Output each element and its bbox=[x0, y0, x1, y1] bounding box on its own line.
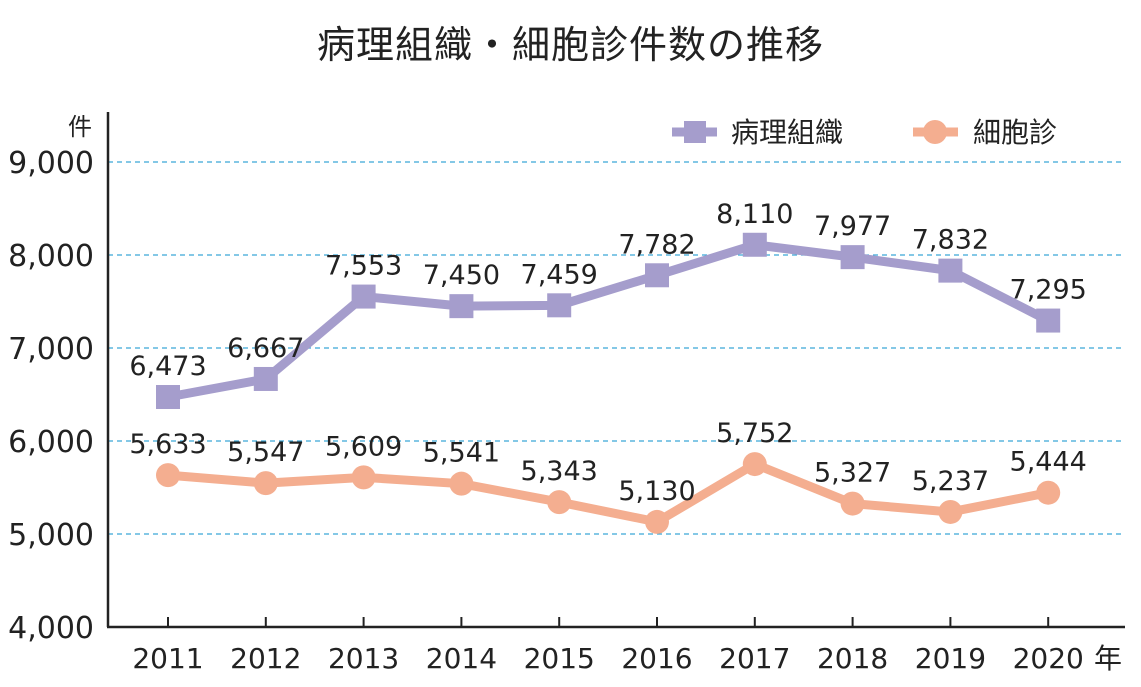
y-tick-label: 5,000 bbox=[8, 518, 94, 553]
data-value-label: 7,977 bbox=[814, 211, 891, 242]
x-tick-label: 2017 bbox=[719, 642, 790, 675]
data-point-marker bbox=[449, 294, 474, 319]
data-point-marker bbox=[840, 245, 865, 270]
tick-layer: 4,000 5,000 6,000 7,000 8,000 9,000 2011 2012 20… bbox=[8, 146, 1084, 675]
data-point-marker bbox=[156, 385, 180, 410]
x-tick-label: 2014 bbox=[426, 642, 497, 675]
data-point-marker bbox=[1036, 308, 1061, 333]
data-value-label: 5,327 bbox=[814, 458, 891, 489]
legend-swatch-marker-cytology bbox=[923, 120, 947, 144]
chart-title: 病理組織・細胞診件数の推移 bbox=[316, 23, 824, 67]
legend: 病理組織 細胞診 bbox=[672, 116, 1057, 149]
y-tick-label: 8,000 bbox=[8, 239, 94, 274]
y-tick-label: 7,000 bbox=[8, 332, 94, 367]
series-line-1 bbox=[163, 459, 1053, 527]
data-value-label: 7,553 bbox=[325, 251, 402, 282]
data-value-label: 7,782 bbox=[618, 229, 695, 260]
legend-label-pathology: 病理組織 bbox=[731, 116, 843, 149]
data-value-label: 5,541 bbox=[423, 438, 500, 469]
data-point-marker bbox=[742, 232, 767, 257]
axis-layer: 件 年 bbox=[68, 112, 1125, 675]
data-point-marker bbox=[840, 491, 865, 516]
data-value-label: 5,237 bbox=[912, 466, 989, 497]
data-point-marker bbox=[645, 509, 669, 534]
data-value-label: 5,547 bbox=[227, 437, 304, 468]
data-value-label: 8,110 bbox=[716, 199, 793, 230]
x-tick-label: 2019 bbox=[915, 642, 986, 675]
data-value-label: 5,343 bbox=[521, 456, 598, 487]
y-tick-label: 9,000 bbox=[8, 146, 94, 181]
data-value-label: 5,444 bbox=[1010, 447, 1087, 478]
x-tick-label: 2020 bbox=[1013, 642, 1084, 675]
data-point-marker bbox=[1036, 480, 1061, 505]
data-point-marker bbox=[547, 490, 572, 515]
x-axis-unit-label: 年 bbox=[1094, 642, 1122, 675]
data-point-marker bbox=[351, 465, 376, 490]
data-value-label: 5,609 bbox=[325, 431, 402, 462]
x-tick-label: 2012 bbox=[230, 642, 301, 675]
x-tick-label: 2013 bbox=[328, 642, 399, 675]
legend-label-cytology: 細胞診 bbox=[973, 116, 1057, 149]
grid-layer bbox=[108, 161, 1125, 535]
data-point-marker bbox=[547, 293, 572, 318]
y-tick-label: 6,000 bbox=[8, 425, 94, 460]
data-point-marker bbox=[938, 499, 963, 524]
data-point-marker bbox=[351, 284, 376, 309]
y-axis-unit-label: 件 bbox=[68, 113, 92, 141]
x-tick-label: 2018 bbox=[817, 642, 888, 675]
data-point-marker bbox=[938, 258, 963, 283]
data-value-label: 5,633 bbox=[129, 429, 206, 460]
data-point-marker bbox=[449, 471, 474, 496]
data-value-label: 5,752 bbox=[716, 418, 793, 449]
x-tick-label: 2011 bbox=[132, 642, 203, 675]
data-value-label: 6,667 bbox=[227, 333, 304, 364]
x-tick-label: 2015 bbox=[524, 642, 595, 675]
data-point-marker bbox=[742, 452, 767, 477]
data-point-marker bbox=[645, 263, 669, 288]
y-tick-label: 4,000 bbox=[8, 611, 94, 646]
data-point-marker bbox=[253, 471, 278, 496]
data-point-marker bbox=[156, 463, 180, 488]
x-tick-label: 2016 bbox=[621, 642, 692, 675]
series-layer: 6,473 6,667 7,553 7,450 7,459 7,782 8,110 7,977… bbox=[129, 199, 1087, 534]
series-line-0 bbox=[163, 240, 1053, 402]
data-value-label: 5,130 bbox=[618, 476, 695, 507]
data-value-label: 7,295 bbox=[1010, 275, 1087, 306]
legend-swatch-marker-pathology bbox=[684, 121, 706, 143]
data-value-label: 7,832 bbox=[912, 225, 989, 256]
data-value-label: 7,459 bbox=[521, 259, 598, 290]
data-value-label: 6,473 bbox=[129, 351, 206, 382]
data-value-label: 7,450 bbox=[423, 260, 500, 291]
data-point-marker bbox=[253, 366, 278, 391]
